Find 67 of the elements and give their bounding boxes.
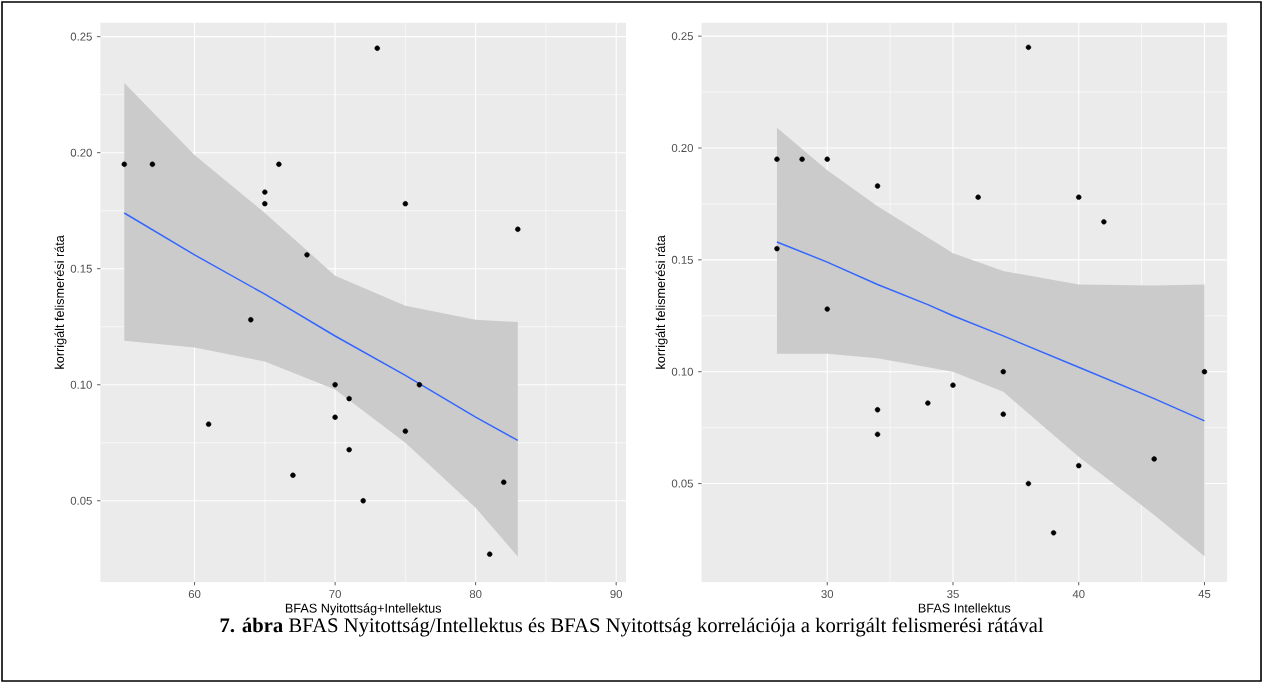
- point: [501, 479, 507, 485]
- y-axis-title: korrigált felismerési ráta: [54, 235, 67, 369]
- point: [515, 226, 521, 232]
- point: [346, 395, 352, 402]
- point: [304, 252, 310, 258]
- y-tick-label: 0.05: [70, 496, 92, 505]
- point: [332, 414, 338, 420]
- y-tick-label: 0.25: [671, 32, 693, 41]
- point: [374, 45, 380, 51]
- point: [799, 156, 805, 162]
- text: 7. ábra BFAS Nyitottság/Intellektus és BFAS Nyitottság korrelációja a korrigált felismerési rátával: [220, 617, 1044, 637]
- point: [874, 431, 881, 438]
- point: [774, 156, 780, 162]
- point: [276, 161, 282, 167]
- y-axis-title: korrigált felismerési ráta: [655, 235, 668, 369]
- x-axis-title: BFAS Intellektus: [918, 603, 1011, 613]
- x-axis-title: BFAS Nyitottság+Intellektus: [285, 603, 442, 616]
- y-tick-label: 0.15: [70, 264, 92, 273]
- point: [262, 201, 268, 207]
- point: [824, 306, 830, 312]
- point: [975, 194, 981, 200]
- point: [1000, 411, 1006, 417]
- y-tick-label: 0.25: [70, 32, 92, 41]
- y-tick-label: 0.05: [671, 479, 693, 488]
- y-tick-label: 0.10: [671, 367, 694, 376]
- point: [402, 201, 409, 207]
- line-series: [776, 241, 1206, 422]
- y-tick-label: 0.20: [671, 143, 694, 152]
- y-tick-label: 0.10: [70, 380, 92, 389]
- point: [402, 428, 409, 434]
- point: [121, 161, 127, 167]
- point: [487, 551, 493, 557]
- point: [1000, 369, 1006, 375]
- point: [1025, 480, 1032, 487]
- y-tick-label: 0.15: [671, 255, 693, 264]
- point: [248, 317, 254, 323]
- x-tick-label: 40: [1072, 590, 1085, 599]
- point: [824, 156, 830, 162]
- point: [1050, 530, 1057, 536]
- x-tick-label: 70: [329, 590, 341, 599]
- x-tick-label: 45: [1198, 590, 1211, 598]
- x-tick-label: 60: [188, 590, 201, 599]
- point: [1101, 219, 1107, 225]
- x-tick-label: 80: [469, 590, 482, 599]
- y-tick-label: 0.20: [70, 148, 92, 157]
- point: [874, 407, 881, 413]
- point: [360, 498, 366, 504]
- point: [925, 400, 931, 406]
- point: [1151, 456, 1157, 462]
- point: [1025, 44, 1032, 50]
- point: [262, 189, 268, 195]
- line-series: [123, 212, 519, 442]
- point: [416, 382, 423, 388]
- point: [1076, 194, 1082, 200]
- point: [774, 245, 780, 252]
- point: [346, 447, 352, 453]
- point: [205, 421, 212, 427]
- point: [1076, 463, 1082, 469]
- point: [1201, 369, 1208, 375]
- point: [332, 382, 338, 388]
- x-tick-label: 35: [947, 590, 959, 599]
- point: [950, 382, 956, 388]
- x-tick-label: 90: [610, 590, 623, 599]
- point: [290, 472, 296, 478]
- x-tick-label: 30: [821, 590, 834, 599]
- point: [149, 161, 156, 167]
- point: [874, 183, 881, 189]
